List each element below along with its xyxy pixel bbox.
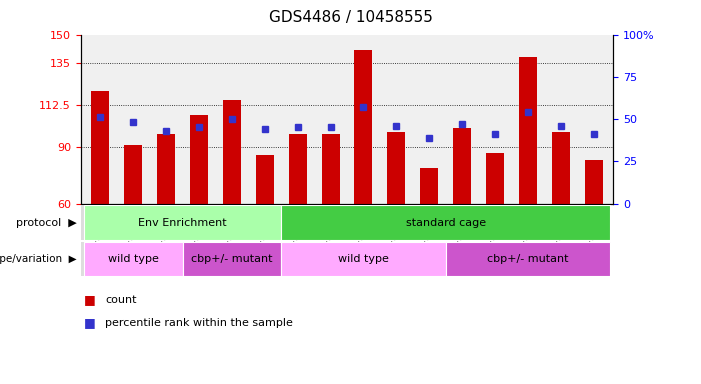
Bar — [289, 134, 307, 204]
Text: genotype/variation  ▶: genotype/variation ▶ — [0, 254, 77, 264]
Text: Env Enrichment: Env Enrichment — [138, 218, 227, 228]
Bar — [157, 134, 175, 204]
Text: wild type: wild type — [338, 254, 389, 264]
Bar — [281, 242, 446, 276]
Bar — [190, 115, 208, 204]
Bar — [84, 242, 182, 276]
Text: wild type: wild type — [108, 254, 158, 264]
Text: cbp+/- mutant: cbp+/- mutant — [487, 254, 569, 264]
Bar — [182, 242, 281, 276]
Text: ■: ■ — [84, 316, 96, 329]
Bar — [453, 128, 471, 204]
Text: standard cage: standard cage — [406, 218, 486, 228]
Bar — [387, 132, 405, 204]
Bar — [322, 134, 339, 204]
Bar — [446, 242, 610, 276]
Bar — [256, 155, 274, 204]
Text: protocol  ▶: protocol ▶ — [16, 218, 77, 228]
Text: percentile rank within the sample: percentile rank within the sample — [105, 318, 293, 328]
Bar — [355, 50, 372, 204]
Bar — [84, 205, 281, 240]
Text: GDS4486 / 10458555: GDS4486 / 10458555 — [268, 10, 433, 25]
Bar — [552, 132, 570, 204]
Text: ■: ■ — [84, 293, 96, 306]
Text: cbp+/- mutant: cbp+/- mutant — [191, 254, 273, 264]
Bar — [91, 91, 109, 204]
Bar — [124, 145, 142, 204]
Bar — [420, 168, 438, 204]
Bar — [486, 153, 504, 204]
Text: count: count — [105, 295, 137, 305]
Bar — [223, 100, 241, 204]
Bar — [519, 57, 537, 204]
Bar — [281, 205, 610, 240]
Bar — [585, 161, 603, 204]
